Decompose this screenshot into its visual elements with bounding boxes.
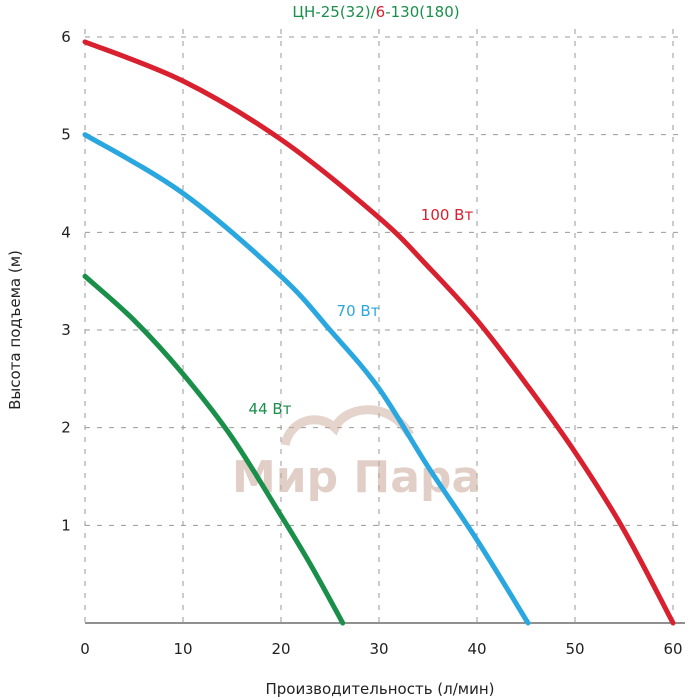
watermark-text: Мир Пара — [232, 452, 481, 503]
grid — [84, 29, 685, 623]
y-tick-label: 2 — [61, 419, 71, 437]
y-tick-labels: 1 2 3 4 5 6 — [61, 28, 71, 534]
series-line-100w — [82, 39, 676, 626]
x-tick-label: 10 — [173, 640, 192, 658]
x-tick-label: 60 — [663, 640, 682, 658]
x-tick-label: 30 — [369, 640, 388, 658]
y-tick-label: 4 — [61, 223, 71, 241]
y-axis-title: Высота подъема (м) — [6, 250, 24, 410]
x-tick-labels: 0 10 20 30 40 50 60 — [80, 640, 682, 658]
chart-title: ЦН-25(32)/6-130(180) — [292, 3, 459, 21]
title-part: ЦН-25(32)/ — [292, 3, 376, 21]
title-part: 6 — [376, 3, 386, 21]
series-line-44w — [82, 273, 346, 626]
series-lines — [82, 39, 676, 626]
series-label: 70 Вт — [337, 302, 380, 320]
watermark-cloud-icon — [280, 405, 414, 447]
series-labels: 100 Вт 70 Вт 44 Вт — [249, 206, 474, 418]
x-axis-title: Производительность (л/мин) — [265, 680, 494, 698]
x-tick-label: 40 — [467, 640, 486, 658]
series-label: 100 Вт — [421, 206, 474, 224]
y-tick-label: 6 — [61, 28, 71, 46]
series-label: 44 Вт — [249, 400, 292, 418]
y-tick-label: 1 — [61, 516, 71, 534]
y-tick-label: 3 — [61, 321, 71, 339]
y-tick-label: 5 — [61, 126, 71, 144]
series-line-70w — [82, 132, 531, 626]
x-tick-label: 0 — [80, 640, 90, 658]
x-tick-label: 50 — [565, 640, 584, 658]
x-tick-label: 20 — [271, 640, 290, 658]
title-part: -130(180) — [385, 3, 459, 21]
watermark-logo: Мир Пара — [232, 405, 481, 503]
